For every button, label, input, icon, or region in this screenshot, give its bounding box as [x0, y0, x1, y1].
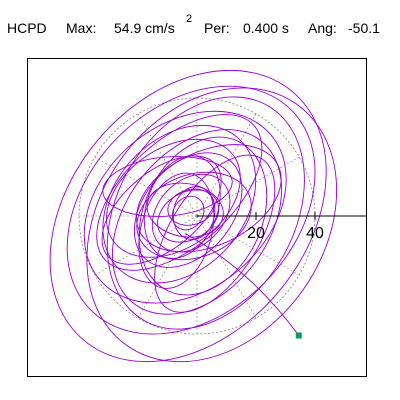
trace-loop-7 [138, 136, 268, 296]
trace-loop-10 [136, 171, 252, 261]
trace-loop-21 [101, 155, 222, 265]
angle-label: Ang: [308, 20, 337, 36]
trace-loop-3 [106, 96, 305, 330]
plot-header: HCPD Max: 54.9 cm/s 2 Per: 0.400 s Ang: … [0, 0, 400, 40]
orbit-trace [49, 69, 338, 363]
period-label: Per: [204, 20, 230, 36]
trace-loop-16 [167, 188, 215, 226]
trace-loop-12 [151, 173, 231, 253]
trace-loop-6 [102, 124, 257, 284]
trace-loop-1 [86, 87, 338, 363]
trace-loop-19 [138, 172, 215, 289]
component-label: HCPD [7, 20, 47, 36]
trace-loop-5 [111, 129, 283, 315]
x-tick-label-1: 40 [306, 225, 324, 242]
trace-loop-9 [133, 152, 243, 268]
trace-loop-23 [96, 114, 263, 271]
trace-loop-8 [106, 138, 241, 258]
axis-layer: 20 40 [197, 212, 366, 339]
x-tick-label-0: 20 [247, 225, 265, 242]
trace-loop-22 [154, 154, 276, 313]
max-unit-exponent: 2 [186, 13, 193, 25]
trace-loop-11 [143, 155, 221, 259]
trace-loop-14 [157, 189, 220, 243]
period-value: 0.400 s [243, 20, 289, 36]
trace-loop-18 [102, 156, 233, 217]
trace-loop-20 [136, 144, 282, 253]
angle-value: -50.1 [348, 20, 380, 36]
max-value: 54.9 cm/s [114, 20, 175, 36]
trace-tail [184, 233, 300, 336]
trace-loop-17 [171, 195, 205, 231]
trace-loop-0 [49, 69, 327, 363]
max-label: Max: [66, 20, 97, 36]
end-point-marker [295, 332, 302, 339]
trace-loop-13 [146, 182, 224, 238]
